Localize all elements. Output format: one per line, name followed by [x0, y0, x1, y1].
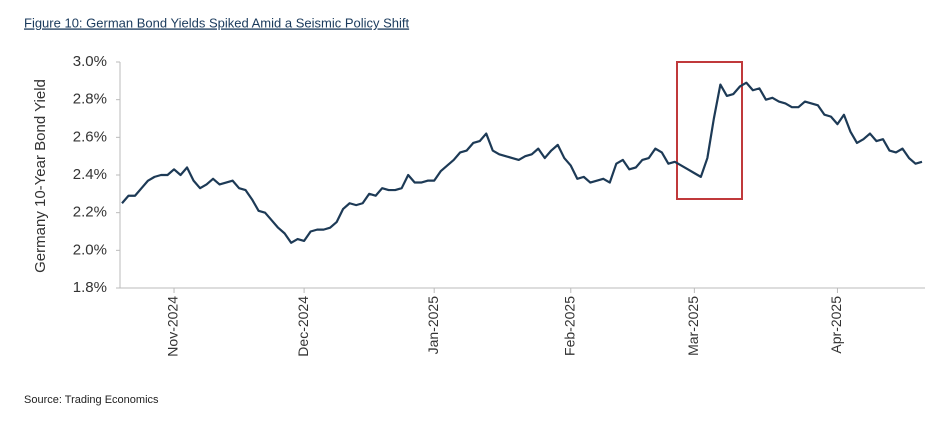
- y-axis-label: Germany 10-Year Bond Yield: [32, 79, 49, 273]
- x-tick-label: Feb-2025: [561, 296, 577, 356]
- y-tick-label: 3.0%: [73, 53, 107, 70]
- x-tick-label: Jan-2025: [425, 296, 441, 355]
- highlight-box: [676, 61, 743, 200]
- chart-title: Figure 10: German Bond Yields Spiked Ami…: [24, 15, 410, 30]
- y-tick-label: 2.6%: [73, 128, 107, 145]
- x-tick-label: Dec-2024: [295, 296, 311, 357]
- y-tick-label: 2.8%: [73, 91, 107, 108]
- y-tick-label: 2.2%: [73, 204, 107, 221]
- line-series: [121, 81, 923, 244]
- x-tick-label: Mar-2025: [685, 296, 701, 356]
- x-tick-label: Apr-2025: [828, 296, 844, 354]
- y-tick-label: 2.4%: [73, 166, 107, 183]
- x-tick-label: Nov-2024: [165, 296, 181, 357]
- y-tick-label: 1.8%: [73, 279, 107, 296]
- y-tick-label: 2.0%: [73, 241, 107, 258]
- source: Source: Trading Economics: [24, 394, 159, 406]
